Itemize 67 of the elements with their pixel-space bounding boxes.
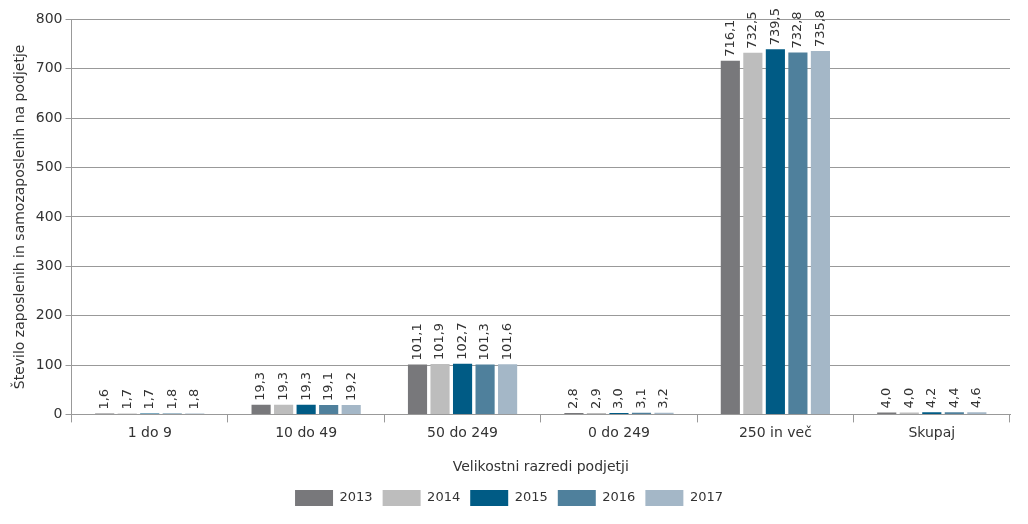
y-tick-label: 700 xyxy=(35,59,63,76)
bar xyxy=(407,364,428,414)
data-label: 1,7 xyxy=(141,388,157,410)
data-label: 101,9 xyxy=(431,322,447,361)
data-label: 4,0 xyxy=(878,387,894,409)
data-label: 1,6 xyxy=(96,388,112,410)
y-tick-label: 600 xyxy=(35,108,63,125)
y-tick-label: 100 xyxy=(35,355,63,372)
y-tick-label: 500 xyxy=(35,158,63,175)
legend-label: 2015 xyxy=(514,489,548,505)
data-label: 3,1 xyxy=(632,388,648,409)
y-tick-label: 200 xyxy=(35,306,63,323)
data-label: 3,2 xyxy=(655,388,671,409)
y-tick-label: 300 xyxy=(35,256,63,273)
data-label: 101,6 xyxy=(498,323,514,361)
bar xyxy=(788,52,808,414)
bar xyxy=(274,404,294,414)
data-label: 4,6 xyxy=(968,387,984,409)
data-label: 4,4 xyxy=(945,387,961,409)
data-label: 19,3 xyxy=(297,371,313,401)
data-label: 2,8 xyxy=(565,388,581,410)
data-label: 1,8 xyxy=(186,388,202,410)
bar xyxy=(810,51,830,414)
data-label: 732,5 xyxy=(744,11,760,49)
data-label: 1,7 xyxy=(118,388,134,410)
bar xyxy=(720,60,740,414)
bar xyxy=(341,404,361,414)
bar xyxy=(296,404,316,414)
legend-label: 2016 xyxy=(602,489,636,505)
legend-label: 2014 xyxy=(427,489,461,505)
data-label: 735,8 xyxy=(811,9,827,48)
bar xyxy=(498,364,518,414)
data-label: 102,7 xyxy=(453,322,469,360)
legend-label: 2017 xyxy=(689,489,723,505)
data-label: 101,3 xyxy=(476,323,492,361)
data-label: 19,2 xyxy=(342,371,358,401)
x-tick-label: 250 in več xyxy=(738,424,812,441)
y-axis-title: Število zaposlenih in samozaposlenih na podjetje xyxy=(10,44,28,390)
data-label: 1,8 xyxy=(163,388,179,410)
y-tick-label: 400 xyxy=(35,207,63,224)
x-axis-title: Velikostni razredi podjetji xyxy=(452,458,629,475)
data-label: 716,1 xyxy=(721,19,737,57)
bar xyxy=(430,364,450,414)
x-tick-label: Skupaj xyxy=(908,424,956,441)
data-label: 4,2 xyxy=(923,387,939,409)
data-label: 19,1 xyxy=(320,372,336,401)
data-label: 4,0 xyxy=(900,387,916,409)
y-tick-label: 800 xyxy=(35,10,63,27)
data-label: 19,3 xyxy=(274,371,290,401)
bar xyxy=(475,364,495,414)
bar xyxy=(452,363,473,414)
y-tick-label: 0 xyxy=(53,405,63,422)
data-label: 2,9 xyxy=(587,388,603,409)
bar xyxy=(319,404,339,414)
x-tick-label: 1 do 9 xyxy=(127,424,172,441)
bar xyxy=(743,52,763,414)
x-tick-label: 0 do 249 xyxy=(587,424,650,441)
data-label: 732,8 xyxy=(789,11,805,49)
x-tick-label: 10 do 49 xyxy=(275,424,338,441)
bar xyxy=(251,404,271,414)
data-label: 3,0 xyxy=(610,388,626,409)
data-label: 739,5 xyxy=(766,8,782,46)
legend-label: 2013 xyxy=(339,489,373,505)
data-label: 101,1 xyxy=(408,323,424,361)
data-label: 19,3 xyxy=(252,371,268,401)
x-tick-label: 50 do 249 xyxy=(427,424,498,441)
bar xyxy=(765,49,785,414)
